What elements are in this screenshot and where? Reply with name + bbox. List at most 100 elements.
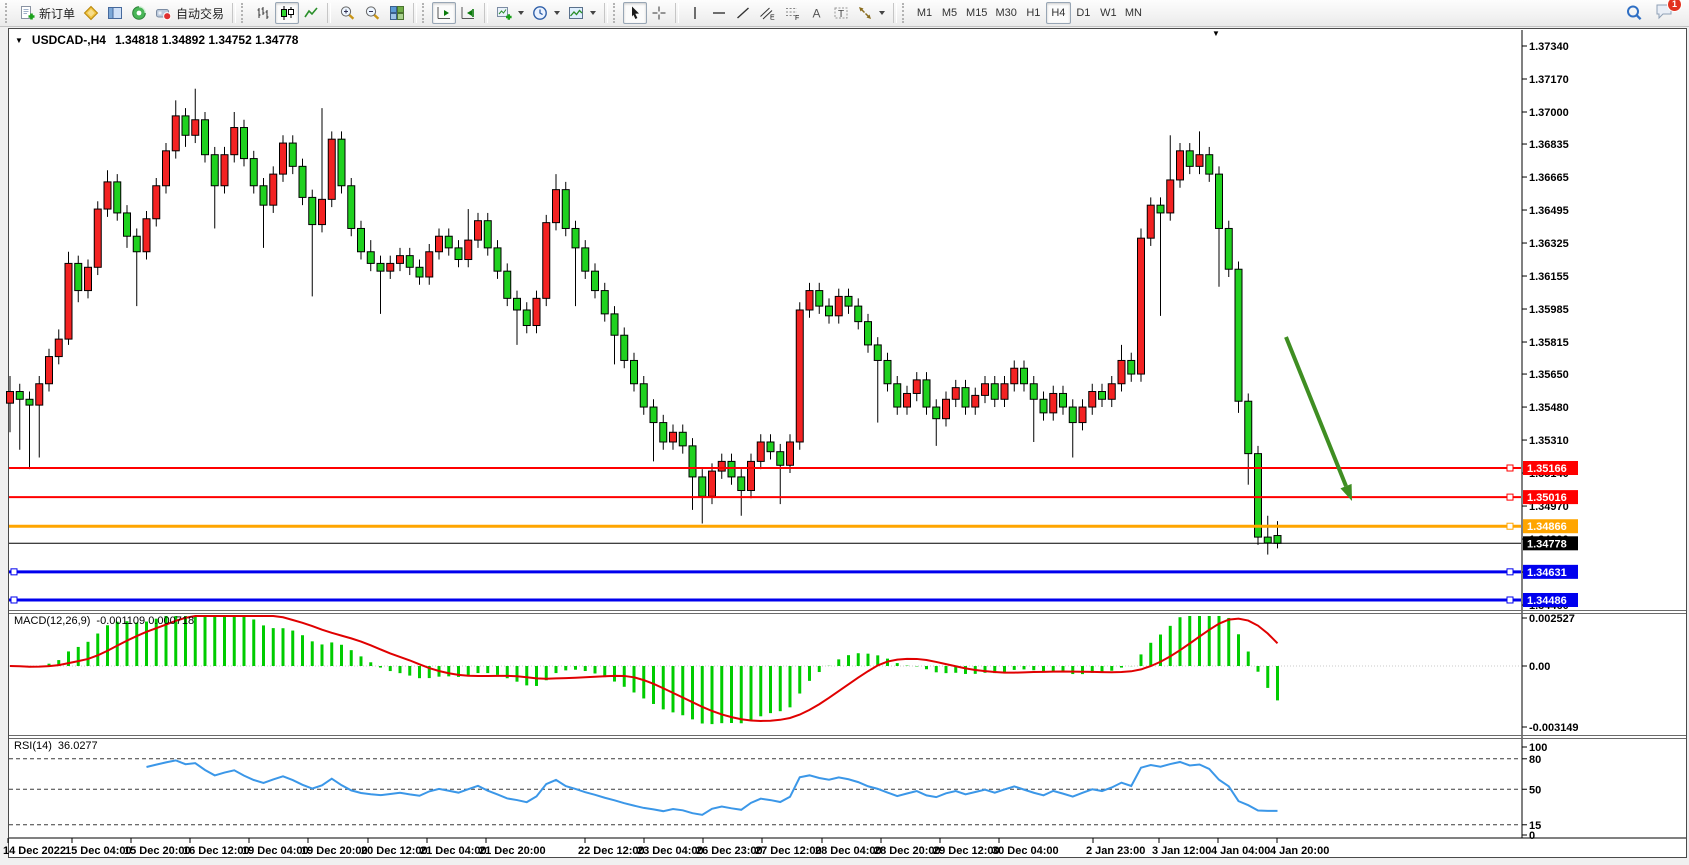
candle[interactable]: [288, 142, 297, 167]
vertical-line-button[interactable]: [683, 2, 707, 24]
candle[interactable]: [230, 127, 239, 156]
notifications-button[interactable]: 1: [1655, 0, 1682, 25]
candle[interactable]: [201, 119, 209, 156]
candle[interactable]: [669, 431, 677, 443]
candle[interactable]: [1195, 154, 1204, 167]
cursor-button[interactable]: [623, 2, 648, 24]
horizontal-line-1.35016[interactable]: 1.35016: [9, 490, 1578, 505]
new-chart-button[interactable]: [492, 2, 528, 24]
candle[interactable]: [815, 290, 824, 307]
pane-separators[interactable]: [9, 610, 1686, 739]
line-handle[interactable]: [1506, 464, 1514, 472]
candle[interactable]: [581, 247, 590, 272]
candle[interactable]: [600, 290, 609, 315]
candle[interactable]: [1234, 268, 1243, 402]
candle[interactable]: [951, 387, 960, 400]
candle[interactable]: [376, 262, 385, 272]
candle[interactable]: [1020, 367, 1028, 385]
timeframe-MN[interactable]: MN: [1121, 2, 1146, 24]
candle[interactable]: [864, 321, 872, 346]
candle[interactable]: [630, 359, 638, 385]
candle[interactable]: [513, 297, 521, 311]
candle[interactable]: [795, 309, 804, 443]
candle[interactable]: [396, 255, 404, 264]
candlestick-chart-button[interactable]: [275, 2, 300, 24]
timeframe-H1[interactable]: H1: [1021, 2, 1046, 24]
candle[interactable]: [1224, 227, 1233, 270]
text-button[interactable]: A: [805, 2, 829, 24]
candle[interactable]: [561, 189, 570, 229]
candle[interactable]: [873, 344, 882, 361]
candle[interactable]: [1078, 406, 1087, 424]
candle[interactable]: [25, 398, 34, 406]
chart-window[interactable]: [8, 28, 1687, 858]
search-button[interactable]: [1621, 2, 1647, 24]
line-handle[interactable]: [1506, 493, 1514, 501]
candle[interactable]: [659, 422, 668, 443]
auto-scroll-button[interactable]: [432, 2, 457, 24]
candle[interactable]: [1107, 383, 1116, 400]
candle[interactable]: [181, 115, 190, 136]
candle[interactable]: [981, 383, 989, 396]
candle[interactable]: [1205, 154, 1214, 175]
horizontal-line-button[interactable]: [707, 2, 731, 24]
zoom-out-button[interactable]: [360, 2, 385, 24]
candle[interactable]: [990, 383, 999, 400]
candle[interactable]: [503, 270, 512, 299]
collapse-icon[interactable]: ▼: [15, 35, 23, 45]
candlestick-series[interactable]: [6, 88, 1282, 555]
candle[interactable]: [1146, 204, 1155, 239]
candle[interactable]: [152, 185, 161, 220]
line-handle[interactable]: [1506, 522, 1514, 530]
horizontal-line-1.34778[interactable]: 1.34778: [9, 536, 1578, 551]
candle[interactable]: [1049, 392, 1058, 414]
timeframe-W1[interactable]: W1: [1096, 2, 1121, 24]
candle[interactable]: [591, 270, 599, 292]
candle[interactable]: [1059, 392, 1067, 408]
line-chart-button[interactable]: [299, 2, 323, 24]
bar-chart-button[interactable]: [251, 2, 275, 24]
candle[interactable]: [922, 379, 931, 408]
candle[interactable]: [15, 391, 24, 400]
timeframe-H4[interactable]: H4: [1045, 2, 1071, 24]
candle[interactable]: [747, 460, 755, 492]
candle[interactable]: [240, 127, 248, 160]
candle[interactable]: [93, 208, 102, 268]
candle[interactable]: [6, 391, 14, 404]
candle[interactable]: [45, 356, 53, 385]
candle[interactable]: [298, 165, 307, 198]
macd-pane[interactable]: [9, 614, 1521, 733]
candle[interactable]: [425, 251, 434, 278]
rsi-pane[interactable]: [9, 739, 1521, 838]
equidistant-channel-button[interactable]: E: [755, 2, 780, 24]
candle[interactable]: [474, 220, 482, 241]
templates-button[interactable]: [564, 2, 600, 24]
candle[interactable]: [893, 383, 902, 408]
line-handle[interactable]: [10, 568, 18, 576]
arrow-annotation[interactable]: [1284, 336, 1352, 501]
candle[interactable]: [708, 470, 716, 497]
candle[interactable]: [805, 290, 814, 311]
candle[interactable]: [171, 115, 180, 152]
navigator-button[interactable]: [103, 2, 127, 24]
candle[interactable]: [786, 441, 794, 466]
candle[interactable]: [1088, 391, 1097, 408]
market-watch-button[interactable]: [79, 2, 103, 24]
timeframe-M30[interactable]: M30: [991, 2, 1020, 24]
candle[interactable]: [493, 247, 502, 272]
candle[interactable]: [717, 460, 726, 472]
candle[interactable]: [912, 379, 921, 394]
candle[interactable]: [74, 262, 83, 292]
candle[interactable]: [366, 251, 375, 264]
candle[interactable]: [84, 266, 92, 292]
candle[interactable]: [279, 142, 287, 175]
candle[interactable]: [883, 359, 892, 385]
candle[interactable]: [776, 451, 785, 466]
candle[interactable]: [610, 313, 619, 336]
candle[interactable]: [1098, 391, 1106, 400]
timeframe-M15[interactable]: M15: [962, 2, 991, 24]
candle[interactable]: [54, 338, 63, 358]
candle[interactable]: [1244, 400, 1253, 455]
candle[interactable]: [415, 266, 424, 278]
horizontal-line-1.34486[interactable]: 1.34486: [9, 592, 1578, 607]
